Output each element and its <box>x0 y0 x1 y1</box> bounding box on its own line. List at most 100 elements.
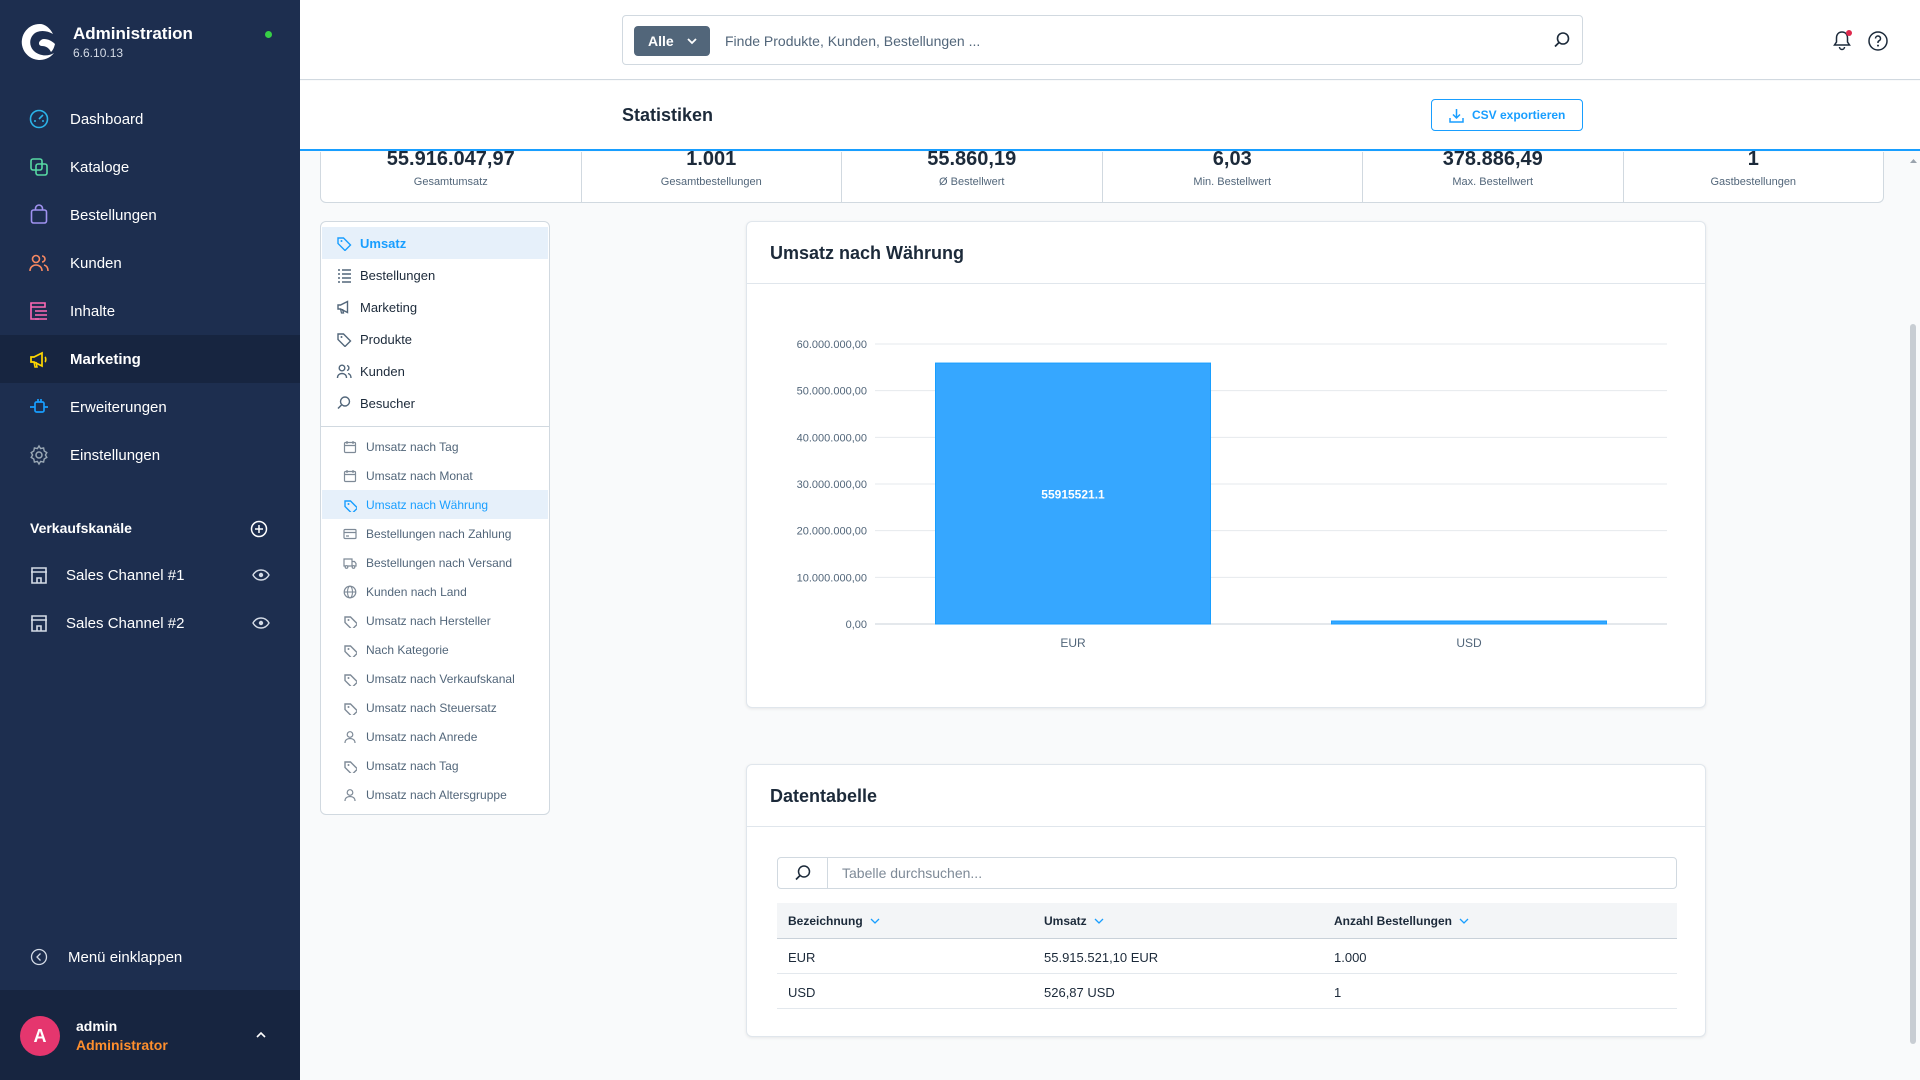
statistics-submenu-item[interactable]: Umsatz nach Hersteller <box>322 606 548 635</box>
statistics-submenu-item[interactable]: Bestellungen nach Versand <box>322 548 548 577</box>
statistics-menu-item[interactable]: Bestellungen <box>322 259 548 291</box>
column-header-label: Umsatz <box>1044 914 1087 928</box>
statistics-menu-label: Bestellungen <box>360 267 436 283</box>
user-role: Administrator <box>76 1037 168 1053</box>
statistics-menu-label: Marketing <box>360 299 418 315</box>
help-icon[interactable] <box>1867 30 1889 52</box>
scrollbar-thumb[interactable] <box>1910 324 1916 1044</box>
search-input[interactable]: Finde Produkte, Kunden, Bestellungen ... <box>725 33 981 49</box>
search-type-select[interactable]: Alle <box>634 26 710 56</box>
chevron-left-circle-icon <box>30 948 48 966</box>
menu-icon-wrap <box>336 299 352 315</box>
statistics-submenu-item[interactable]: Umsatz nach Tag <box>322 432 548 461</box>
kpi-label: Max. Bestellwert <box>1452 176 1534 188</box>
x-tick-label: EUR <box>1060 636 1086 650</box>
statistics-submenu-item[interactable]: Umsatz nach Verkaufskanal <box>322 664 548 693</box>
nav-item-kunden[interactable]: Kunden <box>0 239 300 287</box>
shopware-logo-icon[interactable] <box>20 22 60 62</box>
submenu-icon-wrap <box>343 672 359 688</box>
y-tick-label: 60.000.000,00 <box>797 339 867 351</box>
statistics-submenu-item[interactable]: Umsatz nach Steuersatz <box>322 693 548 722</box>
statistics-submenu-label: Bestellungen nach Versand <box>366 555 513 570</box>
calendar-icon <box>343 440 357 453</box>
csv-export-button[interactable]: CSV exportieren <box>1431 99 1583 131</box>
nav-item-bestellungen[interactable]: Bestellungen <box>0 191 300 239</box>
nav-item-inhalte[interactable]: Inhalte <box>0 287 300 335</box>
marketing-icon <box>30 351 47 368</box>
sort-chevron-icon <box>870 918 880 924</box>
statistics-submenu-item[interactable]: Umsatz nach Anrede <box>322 722 548 751</box>
scroll-up-arrow-icon[interactable] <box>1909 156 1918 165</box>
statistics-submenu-item[interactable]: Umsatz nach Monat <box>322 461 548 490</box>
statistics-menu-item[interactable]: Besucher <box>322 387 548 419</box>
sort-chevron-icon <box>1094 918 1104 924</box>
table-search-input[interactable]: Tabelle durchsuchen... <box>842 865 983 881</box>
column-header-bezeichnung[interactable]: Bezeichnung <box>788 914 881 928</box>
statistics-submenu-item[interactable]: Bestellungen nach Zahlung <box>322 519 548 548</box>
chevron-up-icon[interactable] <box>254 1028 268 1042</box>
kpi-label: Gesamtumsatz <box>413 176 488 188</box>
kpi-card: 1.001 Gesamtbestellungen <box>582 148 842 202</box>
data-table-card: Datentabelle Tabelle durchsuchen... Beze… <box>746 764 1706 1037</box>
nav-icon-wrap <box>28 204 50 226</box>
truck-icon <box>343 557 357 569</box>
nav-item-label: Erweiterungen <box>70 398 167 416</box>
kpi-card: 1 Gastbestellungen <box>1624 148 1884 202</box>
y-tick-label: 20.000.000,00 <box>797 526 867 538</box>
statistics-menu-label: Kunden <box>360 363 405 379</box>
nav-item-einstellungen[interactable]: Einstellungen <box>0 431 300 479</box>
page-title: Statistiken <box>622 105 714 125</box>
chart-card-title: Umsatz nach Währung <box>770 243 965 263</box>
column-header-umsatz[interactable]: Umsatz <box>1044 914 1105 928</box>
statistics-submenu-item[interactable]: Umsatz nach Währung <box>322 490 548 519</box>
nav-item-erweiterungen[interactable]: Erweiterungen <box>0 383 300 431</box>
notification-bell-icon[interactable] <box>1831 29 1853 51</box>
storefront-icon <box>31 615 47 632</box>
table-row[interactable]: EUR 55.915.521,10 EUR 1.000 <box>777 939 1677 974</box>
sort-chevron-icon <box>1459 918 1469 924</box>
statistics-menu-item[interactable]: Produkte <box>322 323 548 355</box>
chart-card: Umsatz nach Währung 0,00 10.000.000,00 20.… <box>746 221 1706 708</box>
statistics-submenu-item[interactable]: Nach Kategorie <box>322 635 548 664</box>
nav-item-kataloge[interactable]: Kataloge <box>0 143 300 191</box>
statistics-submenu-label: Umsatz nach Monat <box>366 468 473 483</box>
tag-icon <box>344 760 359 775</box>
kpi-label: Min. Bestellwert <box>1193 176 1272 188</box>
status-online-indicator <box>265 31 272 38</box>
nav-icon-wrap <box>28 108 50 130</box>
statistics-submenu-item[interactable]: Kunden nach Land <box>322 577 548 606</box>
column-header-label: Anzahl Bestellungen <box>1334 914 1453 928</box>
submenu-icon-wrap <box>343 788 357 802</box>
statistics-submenu-item[interactable]: Umsatz nach Tag <box>322 751 548 780</box>
table-header: Bezeichnung Umsatz Anzahl Bestellungen <box>777 903 1677 939</box>
visibility-toggle[interactable] <box>252 615 270 631</box>
statistics-menu-label: Produkte <box>360 331 413 347</box>
sales-channel-item[interactable]: Sales Channel #2 <box>0 600 300 646</box>
statistics-submenu-label: Umsatz nach Verkaufskanal <box>366 671 515 686</box>
sales-channel-label: Sales Channel #2 <box>66 614 185 632</box>
sales-channel-item[interactable]: Sales Channel #1 <box>0 552 300 598</box>
nav-item-dashboard[interactable]: Dashboard <box>0 95 300 143</box>
submenu-icon-wrap <box>343 498 359 514</box>
statistics-submenu-label: Bestellungen nach Zahlung <box>366 526 512 541</box>
kpi-card: 55.916.047,97 Gesamtumsatz <box>321 148 582 202</box>
avatar[interactable]: A <box>20 1016 60 1056</box>
page-scrollbar[interactable] <box>1909 152 1918 1080</box>
column-header-anzahl-bestellungen[interactable]: Anzahl Bestellungen <box>1334 914 1470 928</box>
statistics-menu-item[interactable]: Kunden <box>322 355 548 387</box>
search-icon <box>794 865 810 881</box>
kpi-label: Ø Bestellwert <box>939 176 1005 188</box>
search-icon[interactable] <box>1553 31 1571 49</box>
table-cell: 1.000 <box>1334 950 1367 965</box>
statistics-menu-item[interactable]: Marketing <box>322 291 548 323</box>
statistics-menu-item[interactable]: Umsatz <box>322 227 548 259</box>
collapse-menu-button[interactable]: Menü einklappen <box>0 935 300 979</box>
table-row[interactable]: USD 526,87 USD 1 <box>777 974 1677 1009</box>
add-sales-channel-icon[interactable] <box>250 520 268 538</box>
kpi-card: 378.886,49 Max. Bestellwert <box>1363 148 1624 202</box>
table-search-button[interactable] <box>778 858 828 888</box>
visibility-toggle[interactable] <box>252 567 270 583</box>
statistics-submenu-item[interactable]: Umsatz nach Altersgruppe <box>322 780 548 809</box>
nav-item-marketing[interactable]: Marketing <box>0 335 300 383</box>
statistics-menu-label: Besucher <box>360 395 415 411</box>
